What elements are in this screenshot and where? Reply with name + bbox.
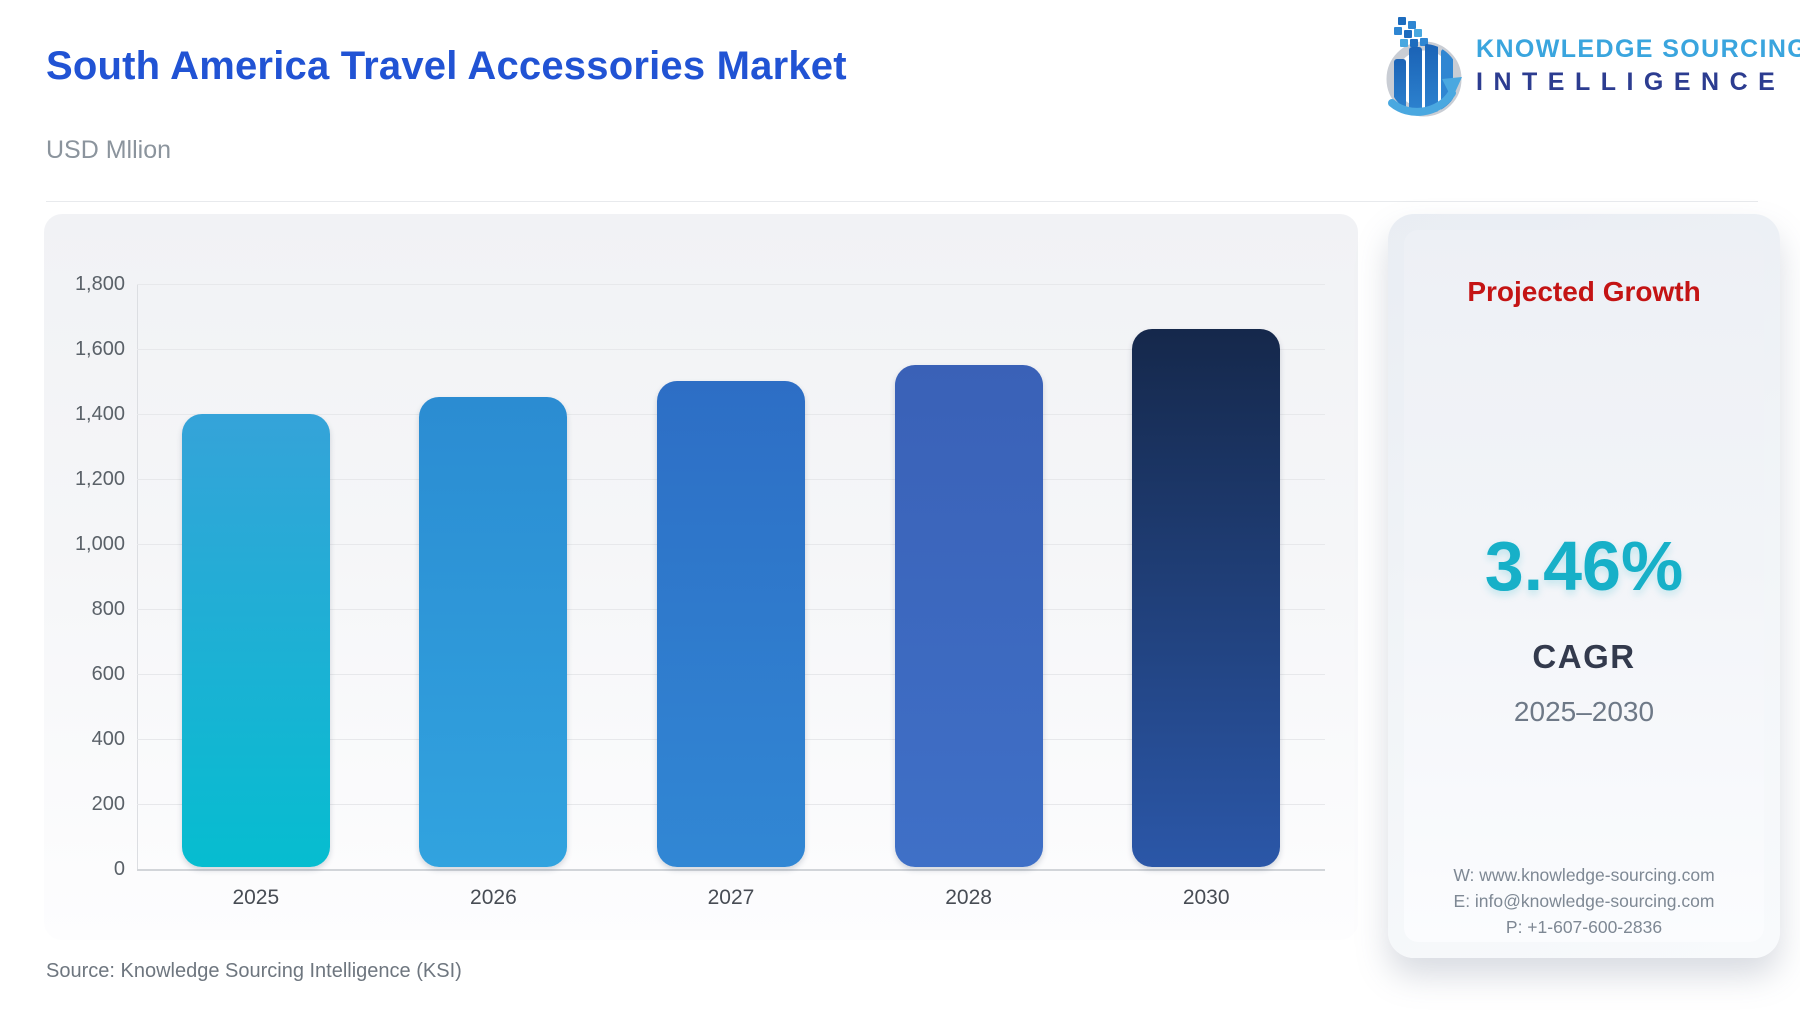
chart-card: 0 200 400 600 800 1,000 1,200 1,400 1,600 1,800 2… <box>44 214 1358 940</box>
bar-2028 <box>894 364 1043 867</box>
contact-website: W: www.knowledge-sourcing.com <box>1453 865 1715 885</box>
bar-2027 <box>656 381 805 867</box>
projected-growth-panel: Projected Growth 3.46% CAGR 2025–2030 W:… <box>1388 214 1780 958</box>
contact-block: W: www.knowledge-sourcing.com E: info@kn… <box>1404 862 1764 940</box>
source-note: Source: Knowledge Sourcing Intelligence … <box>46 960 462 982</box>
y-axis-line <box>137 284 138 870</box>
y-tick-label-800: 800 <box>91 598 125 620</box>
y-tick-label-1400: 1,400 <box>74 403 125 425</box>
bar-column-2026 <box>375 284 613 869</box>
y-tick-label-400: 400 <box>91 728 125 750</box>
contact-phone: P: +1-607-600-2836 <box>1505 917 1663 937</box>
plot-area <box>137 284 1325 871</box>
ksi-logo: KNOWLEDGE SOURCING INTELLIGENCE <box>1386 14 1800 118</box>
y-tick-label-1200: 1,200 <box>74 468 125 490</box>
y-tick-label-200: 200 <box>91 793 125 815</box>
ksi-logo-icon <box>1386 17 1462 117</box>
ksi-logo-text: KNOWLEDGE SOURCING INTELLIGENCE <box>1476 35 1800 97</box>
y-tick-label-1800: 1,800 <box>74 273 125 295</box>
unit-label: USD Mllion <box>46 136 172 164</box>
bar-2026 <box>419 397 568 867</box>
y-tick-label-0: 0 <box>113 858 125 880</box>
x-axis-label-2030: 2030 <box>1182 886 1230 909</box>
logo-line2: INTELLIGENCE <box>1476 68 1786 96</box>
bar-2030 <box>1132 329 1281 867</box>
gridline-0 <box>137 869 1325 871</box>
bar-2025 <box>181 413 330 867</box>
projected-growth-card: Projected Growth 3.46% CAGR 2025–2030 W:… <box>1404 230 1764 942</box>
contact-email: E: info@knowledge-sourcing.com <box>1453 891 1715 911</box>
growth-panel-title: Projected Growth <box>1467 276 1701 307</box>
bar-column-2027 <box>612 284 850 869</box>
y-tick-label-1600: 1,600 <box>74 338 125 360</box>
cagr-value: 3.46% <box>1484 527 1684 605</box>
header-divider <box>46 201 1758 202</box>
bar-column-2028 <box>850 284 1088 869</box>
bar-column-2030 <box>1087 284 1325 869</box>
page-title: South America Travel Accessories Market <box>46 44 847 88</box>
x-axis-label-2025: 2025 <box>232 886 280 909</box>
cagr-label: CAGR <box>1532 638 1636 675</box>
gridline-1600 <box>137 348 1325 350</box>
y-tick-label-1000: 1,000 <box>74 533 125 555</box>
y-tick-label-600: 600 <box>91 663 125 685</box>
gridline-1800 <box>137 284 1325 285</box>
cagr-period: 2025–2030 <box>1513 696 1655 727</box>
logo-line1: KNOWLEDGE SOURCING <box>1476 35 1800 63</box>
bar-column-2025 <box>137 284 375 869</box>
x-axis-label-2026: 2026 <box>470 886 517 909</box>
x-axis-label-2028: 2028 <box>945 886 992 909</box>
x-axis-label-2027: 2027 <box>707 886 755 909</box>
